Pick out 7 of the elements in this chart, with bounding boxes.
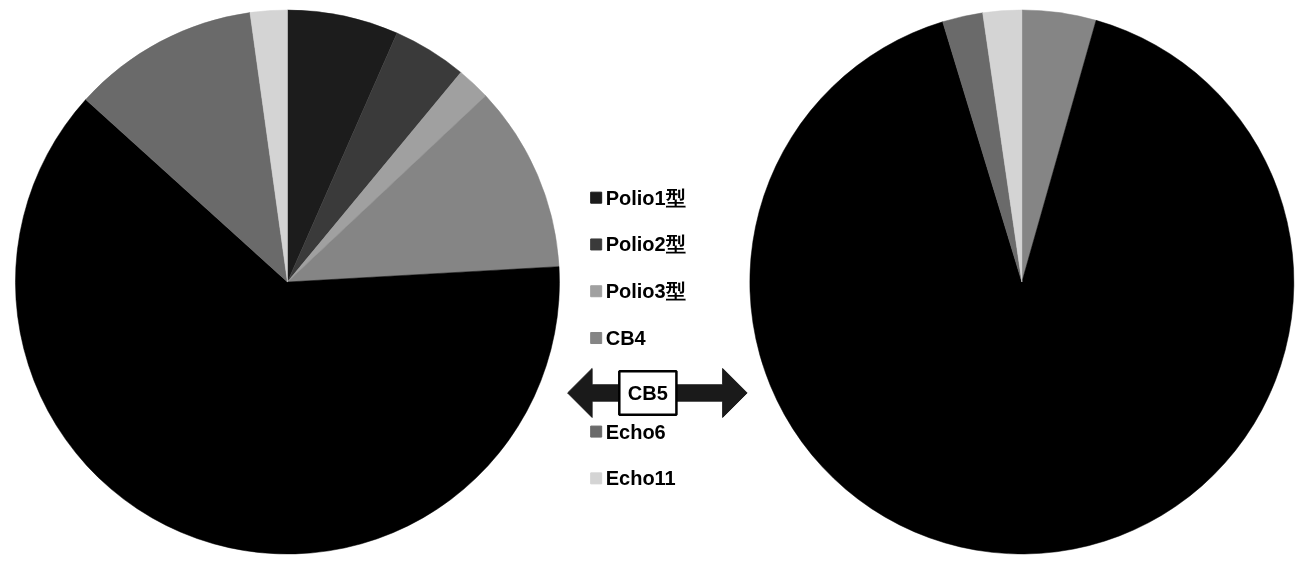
legend-label: Polio1型 <box>605 186 686 209</box>
legend-label: Polio3型 <box>605 280 686 303</box>
legend-label: CB4 <box>605 327 647 350</box>
legend-label: Echo11 <box>605 467 676 490</box>
legend-label: Polio2型 <box>605 233 686 256</box>
slice-label: CB5 <box>627 381 668 404</box>
legend-label: Echo6 <box>605 420 666 443</box>
